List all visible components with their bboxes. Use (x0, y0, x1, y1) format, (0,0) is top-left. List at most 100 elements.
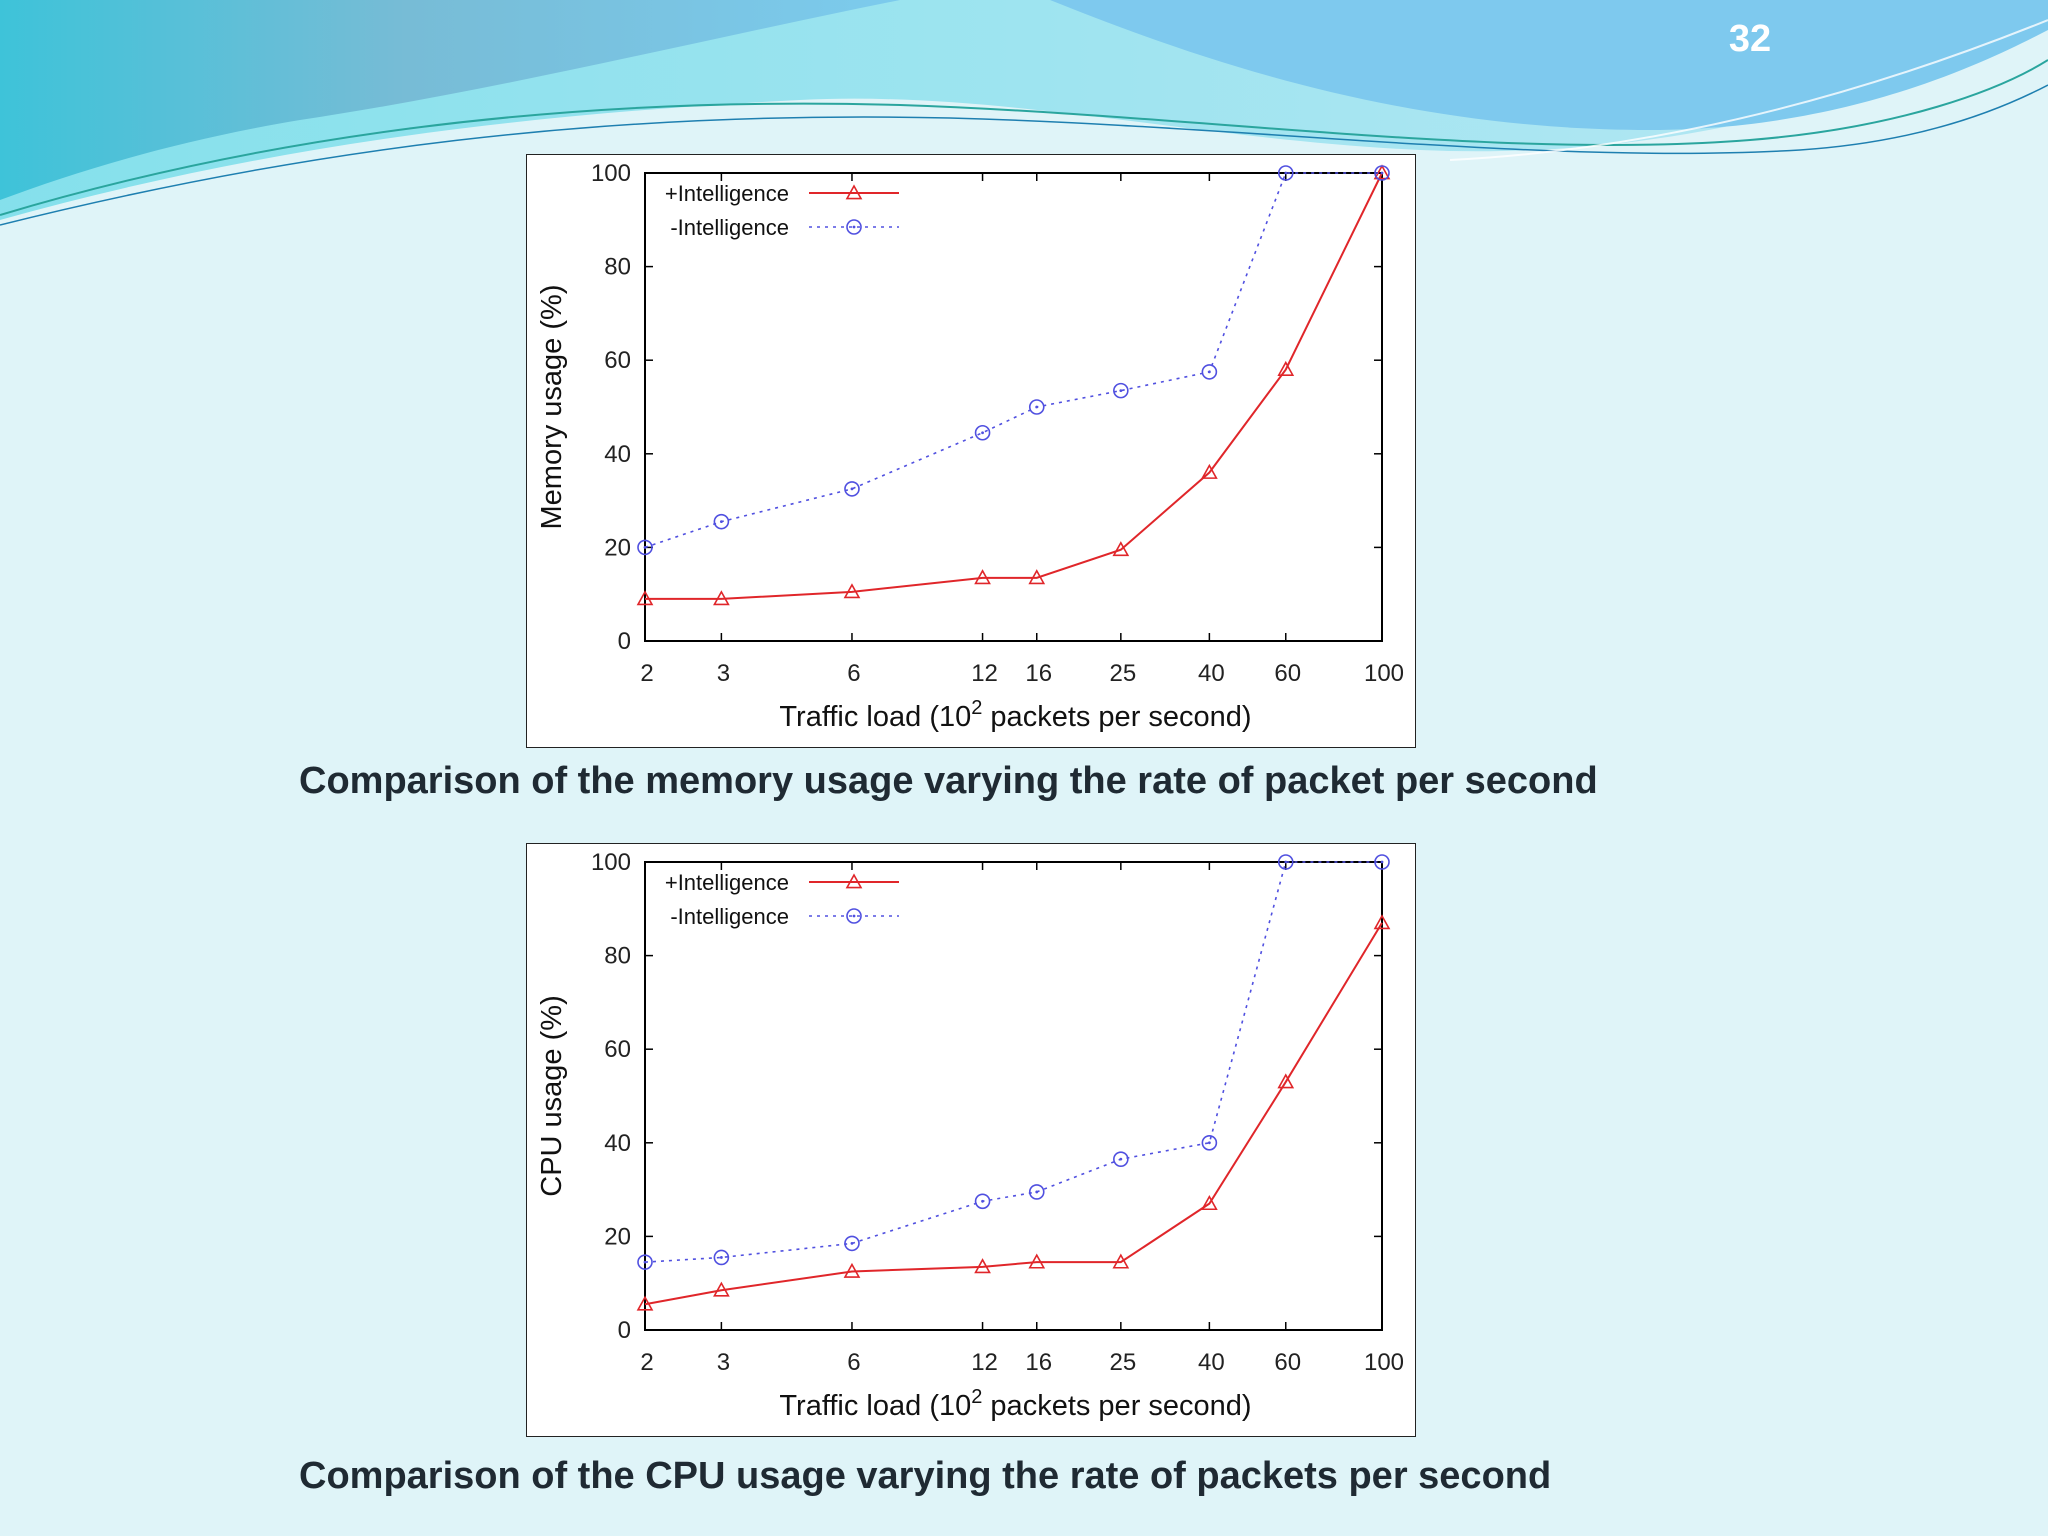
cpu-data-point-plus (713, 1281, 730, 1297)
cpu-legend-label: -Intelligence (670, 904, 789, 929)
memory-data-point-minus-dot (850, 487, 854, 491)
memory-data-point-minus (844, 481, 860, 497)
memory-data-point-minus-dot (1380, 171, 1384, 175)
cpu-x-tick-label: 60 (1274, 1349, 1301, 1376)
memory-data-point-minus (1374, 165, 1390, 181)
memory-data-point-minus-dot (643, 546, 647, 549)
memory-data-point-plus (1028, 569, 1046, 585)
memory-data-point-minus-ring (713, 513, 730, 530)
memory-y-tick-label: 40 (604, 441, 631, 468)
memory-data-point-minus-dot (981, 431, 984, 435)
memory-data-point-minus (637, 539, 653, 556)
memory-data-point-minus-dot (1035, 405, 1039, 409)
memory-data-point-minus (1113, 382, 1129, 399)
cpu-data-point-minus-dot (1207, 1141, 1211, 1145)
cpu-usage-plot: 0 20 40 60 80 100 2 3 6 12 16 25 40 60 100 Traffic load… (536, 849, 1404, 1422)
cpu-chart-caption: Comparison of the CPU usage varying the … (299, 1455, 1552, 1497)
memory-series-line-plus (645, 172, 1383, 600)
cpu-legend-marker (845, 873, 863, 889)
memory-data-point-plus (974, 569, 991, 585)
cpu-data-point-minus-dot (719, 1256, 723, 1259)
memory-x-tick-label: 16 (1025, 660, 1052, 687)
cpu-x-tick-label: 16 (1025, 1349, 1052, 1376)
cpu-x-tick-label: 3 (717, 1349, 730, 1376)
memory-data-point-minus (713, 513, 730, 530)
cpu-x-tick-label: 6 (847, 1349, 860, 1376)
cpu-data-point-minus-ring (1113, 1151, 1129, 1167)
memory-data-point-plus (1373, 164, 1391, 180)
memory-data-point-minus-dot (1207, 370, 1211, 374)
memory-data-point-plus (843, 583, 861, 599)
cpu-y-tick-label: 0 (618, 1317, 631, 1344)
cpu-x-axis-label: Traffic load (102 packets per second) (779, 1386, 1251, 1422)
memory-x-tick-label: 2 (640, 660, 653, 687)
cpu-legend-label: +Intelligence (665, 870, 789, 895)
cpu-x-tick-label: 40 (1198, 1349, 1225, 1376)
memory-data-point-minus-ring (974, 424, 991, 441)
memory-x-tick-label: 25 (1109, 660, 1136, 687)
cpu-legend-marker-ring (846, 908, 862, 924)
memory-legend-marker-ring (846, 219, 862, 235)
cpu-legend-marker-dot (852, 914, 856, 918)
cpu-data-point-minus (974, 1193, 991, 1210)
cpu-data-point-plus (1028, 1253, 1046, 1269)
slide-number: 32 (1728, 18, 1772, 60)
cpu-data-point-plus (974, 1258, 991, 1274)
memory-y-tick-label: 80 (604, 254, 631, 281)
cpu-data-point-minus (713, 1249, 730, 1266)
cpu-x-tick-label: 25 (1109, 1349, 1136, 1376)
cpu-usage-chart: 0 20 40 60 80 100 2 3 6 12 16 25 40 60 100 Traffic load… (526, 843, 1416, 1437)
memory-data-point-minus-dot (719, 520, 723, 524)
cpu-data-point-minus (637, 1254, 653, 1270)
cpu-x-tick-label: 12 (971, 1349, 998, 1376)
cpu-data-point-plus (1112, 1253, 1130, 1269)
cpu-data-point-minus-dot (850, 1242, 854, 1245)
memory-data-point-minus-ring (1201, 364, 1218, 380)
memory-data-point-plus (1112, 541, 1130, 557)
memory-usage-chart: 0 20 40 60 80 100 2 3 6 12 16 25 40 60 100 Traffic load… (526, 154, 1416, 748)
memory-x-tick-label: 40 (1198, 660, 1225, 687)
cpu-data-point-minus (1028, 1184, 1045, 1200)
cpu-data-point-minus-dot (1284, 860, 1288, 864)
memory-y-axis-label: Memory usage (%) (536, 285, 568, 530)
cpu-data-point-minus-ring (974, 1193, 991, 1210)
memory-data-point-minus-ring (1113, 382, 1129, 399)
cpu-x-tick-label: 2 (640, 1349, 653, 1376)
cpu-data-point-minus-ring (1374, 854, 1390, 870)
memory-legend-marker (845, 184, 863, 200)
memory-legend-marker (846, 219, 862, 235)
cpu-data-point-minus-ring (713, 1249, 730, 1266)
memory-data-point-minus (1201, 364, 1218, 380)
memory-x-tick-label: 6 (847, 660, 860, 687)
cpu-series-line-plus (644, 922, 1383, 1306)
cpu-data-point-minus-ring (1277, 854, 1294, 870)
cpu-data-point-minus-dot (1035, 1190, 1039, 1194)
memory-x-tick-label: 12 (971, 660, 998, 687)
memory-data-point-plus (1201, 463, 1218, 479)
memory-data-point-minus-ring (1028, 399, 1045, 415)
memory-data-point-minus (974, 424, 991, 441)
cpu-data-point-minus (844, 1235, 860, 1252)
memory-plot-frame (644, 172, 1383, 642)
cpu-data-point-minus-ring (1201, 1134, 1218, 1151)
cpu-y-tick-label: 60 (604, 1036, 631, 1063)
memory-x-axis-label: Traffic load (102 packets per second) (779, 697, 1251, 733)
cpu-data-point-plus (636, 1295, 654, 1311)
memory-y-tick-label: 60 (604, 347, 631, 374)
cpu-data-point-minus-dot (643, 1260, 647, 1264)
cpu-data-point-plus (1277, 1073, 1295, 1089)
memory-data-point-minus-dot (1119, 389, 1123, 393)
cpu-data-point-minus (1113, 1151, 1129, 1167)
memory-x-tick-label: 100 (1364, 660, 1404, 687)
memory-data-point-plus (636, 590, 654, 606)
header-wave-decoration (0, 0, 2048, 226)
memory-usage-plot: 0 20 40 60 80 100 2 3 6 12 16 25 40 60 100 Traffic load… (536, 160, 1404, 733)
memory-x-tick-label: 60 (1274, 660, 1301, 687)
memory-data-point-minus (1028, 399, 1045, 415)
cpu-data-point-minus-dot (1380, 860, 1384, 864)
cpu-plot-frame (644, 861, 1383, 1331)
cpu-data-point-minus-dot (981, 1199, 984, 1203)
cpu-data-point-plus (1201, 1194, 1218, 1211)
cpu-data-point-plus (843, 1262, 861, 1278)
memory-data-point-minus-ring (1277, 165, 1294, 181)
